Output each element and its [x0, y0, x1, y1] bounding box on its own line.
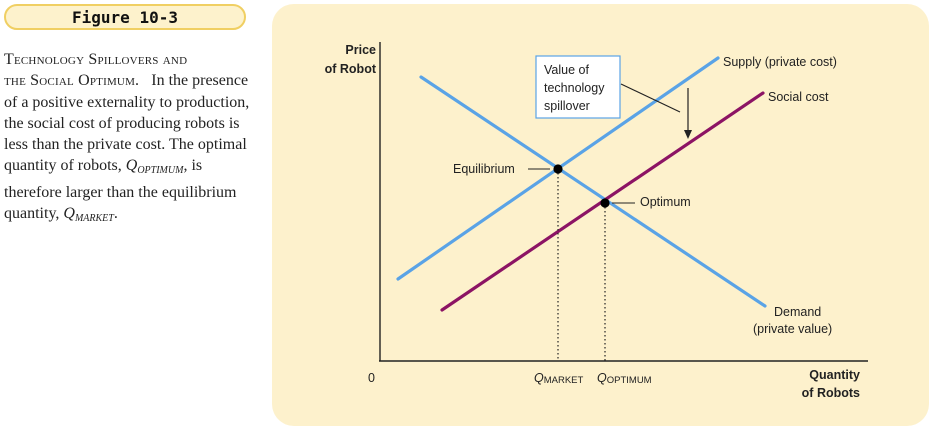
spillover-label-line1: Value of: [544, 63, 589, 77]
spillover-label-line3: spillover: [544, 99, 590, 113]
caption-title-line2: the Social Optimum.: [4, 72, 140, 90]
q-market-label: QMARKET: [534, 371, 584, 386]
spillover-label-line2: technology: [544, 81, 605, 95]
caption-q-optimum: QOPTIMUM: [125, 157, 184, 177]
optimum-label: Optimum: [640, 195, 691, 209]
spillover-callout-box: [535, 55, 621, 119]
equilibrium-point: [553, 164, 563, 174]
figure-label: Figure 10-3: [72, 7, 178, 27]
caption-title-line1: Technology Spillovers and: [4, 51, 188, 68]
caption-text: In the presence of a positive externalit…: [4, 72, 250, 175]
caption-end: .: [113, 205, 118, 223]
demand-curve: [419, 75, 767, 308]
social-cost-label: Social cost: [768, 90, 829, 104]
figure-badge: Figure 10-3: [4, 4, 246, 30]
caption-text2: , is therefore larger than the equilibri…: [4, 157, 237, 223]
caption-q-market: QMARKET: [63, 205, 114, 225]
demand-label-line1: Demand: [774, 305, 821, 319]
figure-caption: Technology Spillovers and the Social Opt…: [4, 49, 254, 229]
q-optimum-label: QOPTIMUM: [597, 371, 652, 386]
optimum-point: [600, 198, 610, 208]
origin-label: 0: [368, 371, 375, 385]
x-axis-label-line1: Quantity: [809, 368, 860, 382]
x-axis-label-line2: of Robots: [802, 386, 860, 400]
y-axis-label-line1: Price: [345, 43, 376, 57]
demand-label-line2: (private value): [753, 322, 832, 336]
equilibrium-label: Equilibrium: [453, 162, 515, 176]
spillover-arrowhead: [684, 130, 692, 139]
y-axis-label-line2: of Robot: [325, 62, 377, 76]
supply-label: Supply (private cost): [723, 55, 837, 69]
spillover-leader: [620, 83, 681, 113]
